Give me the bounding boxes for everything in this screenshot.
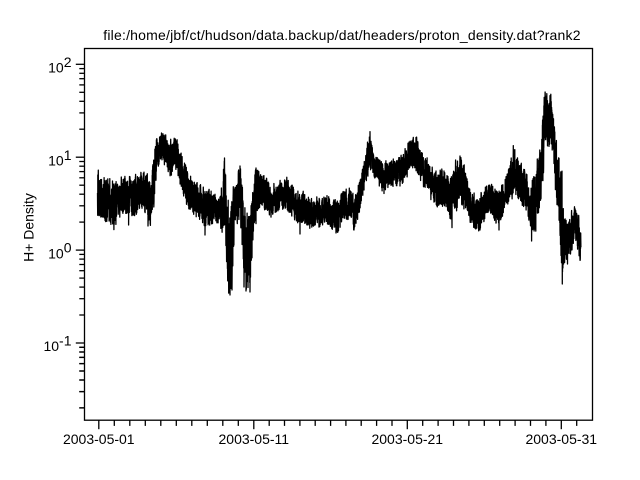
svg-text:2003-05-11: 2003-05-11 bbox=[219, 431, 290, 447]
svg-text:2003-05-01: 2003-05-01 bbox=[63, 431, 135, 447]
svg-text:H+ Density: H+ Density bbox=[21, 193, 37, 262]
svg-text:file:/home/jbf/ct/hudson/data.: file:/home/jbf/ct/hudson/data.backup/dat… bbox=[103, 27, 580, 43]
svg-text:2003-05-31: 2003-05-31 bbox=[525, 431, 597, 447]
svg-text:2003-05-21: 2003-05-21 bbox=[371, 431, 443, 447]
